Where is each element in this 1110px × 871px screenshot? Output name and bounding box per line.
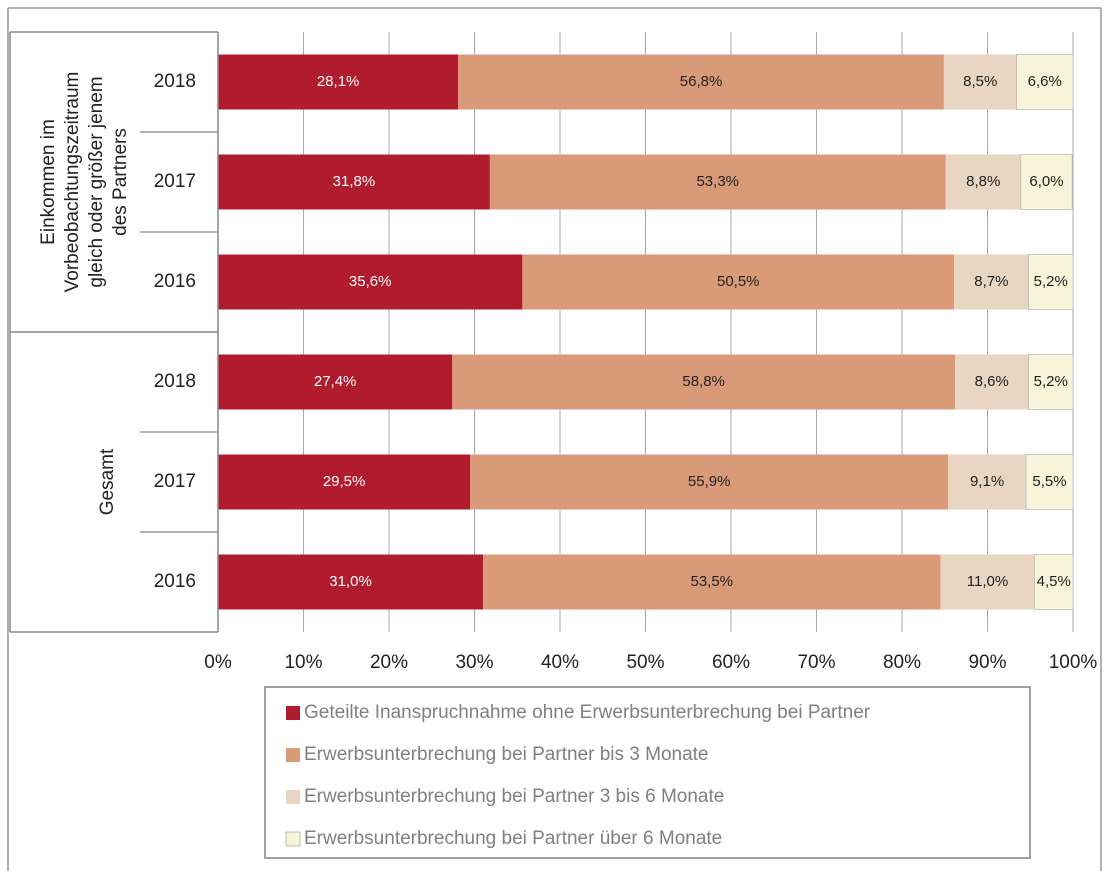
x-tick-label: 0% [204, 652, 232, 673]
value-label: 8,5% [963, 73, 997, 90]
bar-segment [458, 54, 944, 110]
group-label: des Partners [110, 128, 131, 236]
x-tick-label: 100% [1049, 652, 1098, 673]
y-tick-label: 2017 [154, 171, 196, 192]
value-label: 5,2% [1034, 273, 1068, 290]
bar-segment [1034, 554, 1074, 610]
bar-segment [218, 554, 484, 610]
group-label: Einkommen im [38, 119, 59, 245]
bar-segment [955, 354, 1029, 410]
value-label: 29,5% [323, 473, 366, 490]
legend-swatch [286, 748, 300, 762]
legend-box [264, 686, 1031, 859]
value-label: 6,6% [1028, 73, 1062, 90]
legend-swatch [286, 790, 300, 804]
x-tick-label: 40% [541, 652, 579, 673]
value-label: 27,4% [314, 373, 357, 390]
group-label: Vorbeobachtungszeitraum [62, 72, 83, 293]
bar-segment [218, 254, 523, 310]
value-label: 5,2% [1034, 373, 1068, 390]
bar-segment [218, 454, 471, 510]
bar-segment [948, 454, 1026, 510]
bar-segment [1025, 454, 1074, 510]
frame [7, 7, 1102, 871]
value-label: 31,0% [329, 573, 372, 590]
value-label: 6,0% [1029, 173, 1063, 190]
y-tick-label: 2016 [154, 271, 196, 292]
y-tick-label: 2018 [154, 371, 196, 392]
x-tick-label: 90% [968, 652, 1006, 673]
legend-label: Erwerbsunterbrechung bei Partner über 6 … [304, 828, 722, 849]
value-label: 8,6% [975, 373, 1009, 390]
y-tick-label: 2017 [154, 471, 196, 492]
bar-segment [954, 254, 1029, 310]
value-label: 58,8% [682, 373, 725, 390]
value-label: 56,8% [680, 73, 723, 90]
bar-segment [1028, 354, 1074, 410]
group-label: gleich oder größer jenem [86, 76, 107, 287]
bar-segment [218, 354, 453, 410]
x-tick-label: 10% [284, 652, 322, 673]
value-label: 31,8% [333, 173, 376, 190]
bar-segment [470, 454, 949, 510]
bar-segment [483, 554, 941, 610]
legend-label: Erwerbsunterbrechung bei Partner bis 3 M… [304, 744, 709, 765]
bar-segment [489, 154, 946, 210]
bar-segment [1028, 254, 1074, 310]
bar-segment [945, 154, 1021, 210]
legend-swatch [285, 831, 301, 847]
value-label: 50,5% [717, 273, 760, 290]
bar-segment [1020, 154, 1073, 210]
bar-segment [452, 354, 956, 410]
legend-swatch [286, 706, 300, 720]
y-tick-label: 2016 [154, 571, 196, 592]
bar-segment [1016, 54, 1074, 110]
bar-segment [940, 554, 1035, 610]
value-label: 4,5% [1037, 573, 1071, 590]
value-label: 28,1% [317, 73, 360, 90]
value-label: 53,3% [696, 173, 739, 190]
legend-label: Erwerbsunterbrechung bei Partner 3 bis 6… [304, 786, 724, 807]
value-label: 5,5% [1032, 473, 1066, 490]
x-tick-label: 20% [370, 652, 408, 673]
x-tick-label: 80% [883, 652, 921, 673]
x-tick-label: 50% [626, 652, 664, 673]
bar-segment [218, 154, 490, 210]
bar-segment [218, 54, 459, 110]
bar-segment [943, 54, 1017, 110]
value-label: 35,6% [349, 273, 392, 290]
value-label: 9,1% [970, 473, 1004, 490]
value-label: 8,7% [974, 273, 1008, 290]
x-tick-label: 60% [712, 652, 750, 673]
value-label: 8,8% [966, 173, 1000, 190]
x-tick-label: 30% [455, 652, 493, 673]
bar-segment [522, 254, 955, 310]
legend-label: Geteilte Inanspruchnahme ohne Erwerbsunt… [304, 702, 871, 723]
y-tick-label: 2018 [154, 71, 196, 92]
value-label: 55,9% [688, 473, 731, 490]
value-label: 11,0% [967, 573, 1008, 590]
x-tick-label: 70% [797, 652, 835, 673]
group-label: Gesamt [97, 448, 118, 515]
value-label: 53,5% [690, 573, 733, 590]
